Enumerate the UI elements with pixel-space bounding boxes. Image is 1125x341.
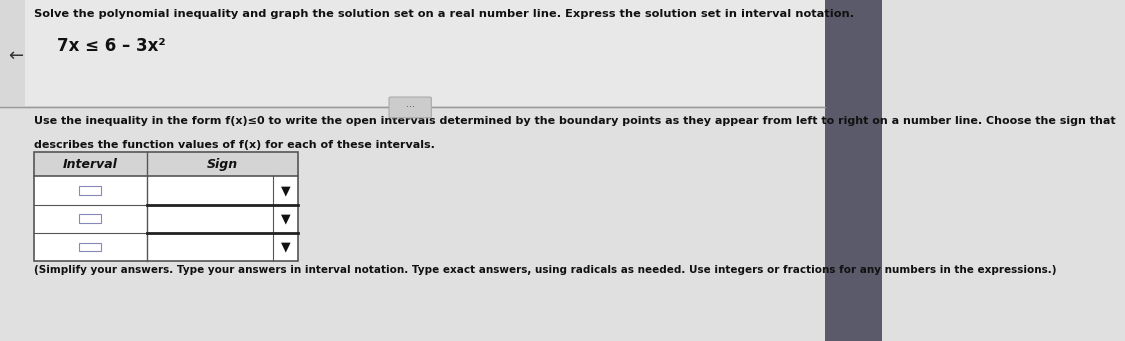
Bar xyxy=(0,0,825,109)
Text: describes the function values of f(x) for each of these intervals.: describes the function values of f(x) fo… xyxy=(34,140,434,150)
Text: 7x ≤ 6 – 3x²: 7x ≤ 6 – 3x² xyxy=(57,37,166,55)
Bar xyxy=(34,152,298,176)
Bar xyxy=(80,243,101,251)
FancyBboxPatch shape xyxy=(389,97,431,118)
Bar xyxy=(80,214,101,223)
Bar xyxy=(34,152,298,261)
Text: (Simplify your answers. Type your answers in interval notation. Type exact answe: (Simplify your answers. Type your answer… xyxy=(34,265,1056,275)
Bar xyxy=(25,0,825,106)
Text: Interval: Interval xyxy=(63,158,118,170)
Text: ▼: ▼ xyxy=(281,184,290,197)
Text: Sign: Sign xyxy=(207,158,238,170)
Text: ▼: ▼ xyxy=(281,212,290,225)
Bar xyxy=(34,152,298,261)
Text: ▼: ▼ xyxy=(281,240,290,254)
Bar xyxy=(825,0,882,341)
Text: Solve the polynomial inequality and graph the solution set on a real number line: Solve the polynomial inequality and grap… xyxy=(34,9,854,18)
Bar xyxy=(80,186,101,195)
Text: ···: ··· xyxy=(406,102,415,113)
Text: ←: ← xyxy=(8,47,24,65)
Text: Use the inequality in the form f(x)≤0 to write the open intervals determined by : Use the inequality in the form f(x)≤0 to… xyxy=(34,116,1115,126)
